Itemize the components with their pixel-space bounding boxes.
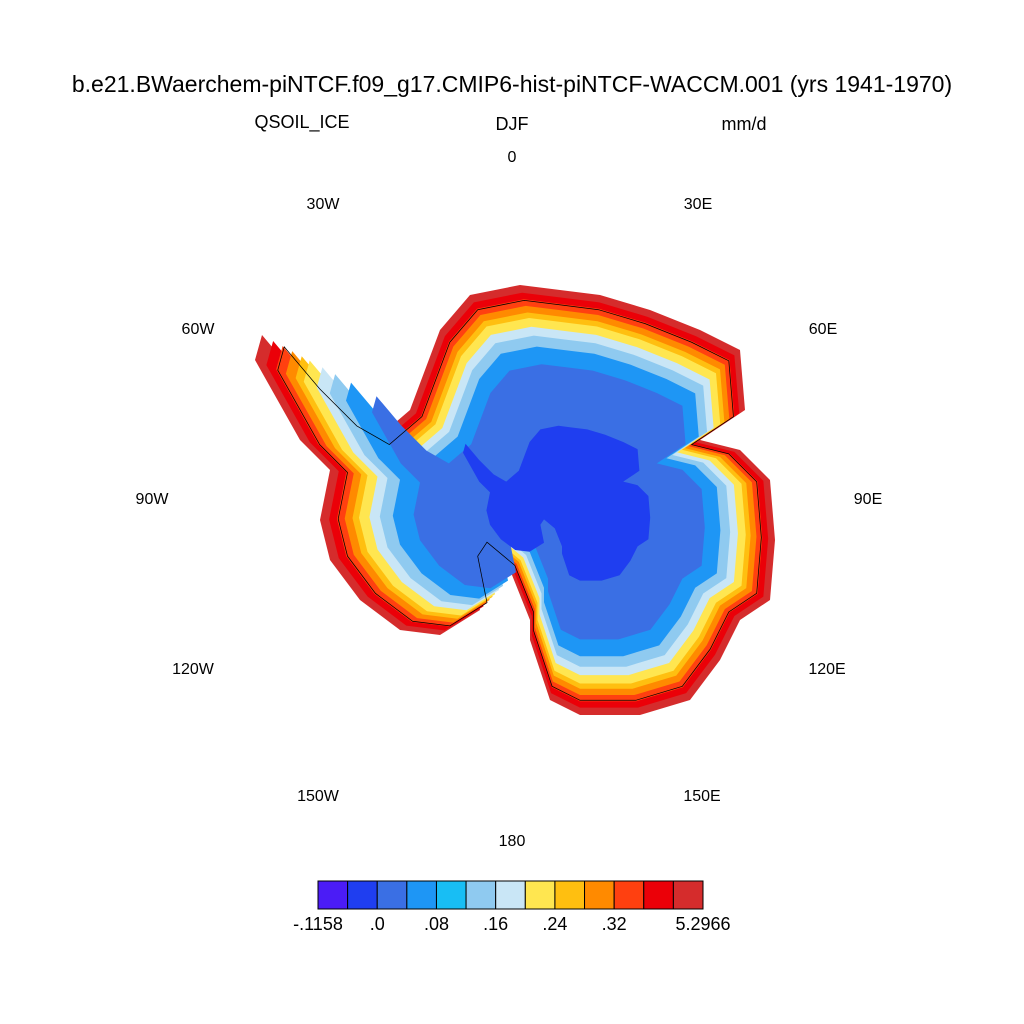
longitude-label: 60E [809,321,837,338]
colorbar: -.1158 .0 .08 .16 .24 .32 5.2966 [293,880,731,934]
colorbar-box [613,880,645,910]
antarctica-field [255,285,775,715]
subtitle-center: DJF [496,114,529,134]
colorbar-box [495,880,526,910]
colorbar-box [465,880,497,910]
colorbar-box [643,880,674,910]
longitude-label: 30W [307,196,341,213]
longitude-label: 150E [683,788,720,805]
colorbar-label: .32 [602,914,627,934]
colorbar-box [584,880,615,910]
colorbar-box [376,880,408,910]
longitude-label: 120E [808,661,845,678]
longitude-label: 120W [172,661,215,678]
subtitle-right: mm/d [722,114,767,134]
colorbar-box [672,880,704,910]
longitude-label: 90W [136,491,170,508]
longitude-label: 180 [499,833,526,850]
colorbar-label: .24 [542,914,567,934]
longitude-label: 150W [297,788,340,805]
colorbar-label: 5.2966 [675,914,730,934]
longitude-label: 30E [684,196,712,213]
colorbar-box [554,880,586,910]
longitude-label: 60W [182,321,216,338]
colorbar-box [406,880,437,910]
longitude-label: 0 [508,149,517,166]
longitude-label: 90E [854,491,882,508]
colorbar-label: .16 [483,914,508,934]
colorbar-box [524,880,556,910]
subtitle-left: QSOIL_ICE [254,112,349,133]
colorbar-label: .08 [424,914,449,934]
colorbar-box [435,880,467,910]
title: b.e21.BWaerchem-piNTCF.f09_g17.CMIP6-his… [72,71,952,97]
colorbar-label: -.1158 [293,914,343,934]
colorbar-label: .0 [370,914,385,934]
colorbar-box [347,880,378,910]
colorbar-box [317,880,349,910]
